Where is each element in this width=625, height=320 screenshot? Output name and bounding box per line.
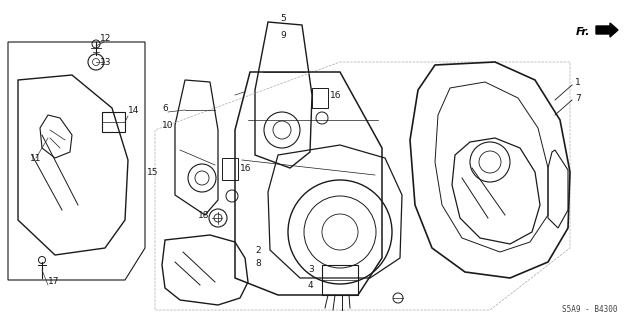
Text: 1: 1	[575, 77, 581, 86]
Text: 10: 10	[162, 121, 174, 130]
Text: 9: 9	[280, 30, 286, 39]
Text: 4: 4	[308, 282, 314, 291]
Text: 17: 17	[48, 277, 59, 286]
Text: 6: 6	[162, 103, 168, 113]
Text: 14: 14	[128, 106, 139, 115]
Text: 13: 13	[100, 58, 111, 67]
Text: S5A9 - B4300: S5A9 - B4300	[562, 305, 618, 314]
Text: 11: 11	[30, 154, 41, 163]
Text: 15: 15	[147, 167, 159, 177]
Text: 16: 16	[240, 164, 251, 172]
Text: 12: 12	[100, 34, 111, 43]
Text: 16: 16	[330, 91, 341, 100]
Text: 8: 8	[255, 260, 261, 268]
Text: 7: 7	[575, 93, 581, 102]
Text: Fr.: Fr.	[576, 27, 591, 37]
Text: 2: 2	[255, 245, 261, 254]
Text: 18: 18	[198, 211, 209, 220]
Text: 5: 5	[280, 13, 286, 22]
FancyArrow shape	[596, 23, 618, 37]
Text: 3: 3	[308, 266, 314, 275]
